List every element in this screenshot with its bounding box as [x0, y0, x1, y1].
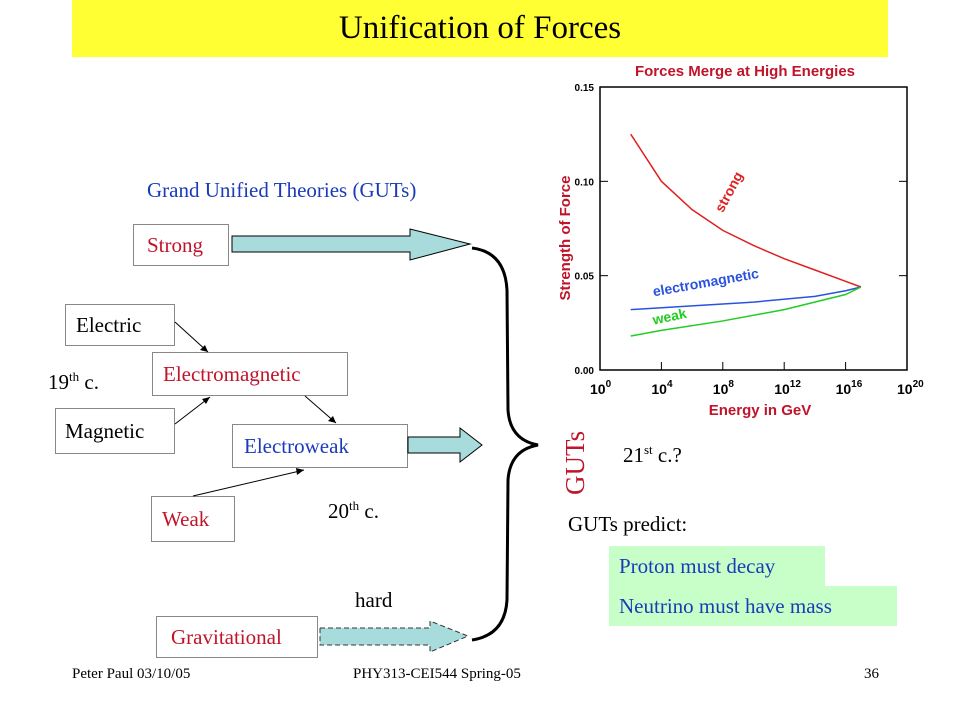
century-21-label: 21st c.?: [623, 442, 682, 467]
electroweak-arrow: [407, 426, 483, 464]
brace: [471, 246, 539, 642]
electric-to-em-line: [174, 321, 209, 353]
x-tick-label: 108: [713, 379, 735, 397]
x-tick-label: 1012: [774, 379, 801, 397]
magnetic-box: Magnetic: [55, 408, 175, 454]
chart-title: Forces Merge at High Energies: [635, 63, 855, 80]
y-tick-label: 0.00: [575, 366, 595, 377]
footer-page: 36: [864, 666, 879, 682]
strong-label: Strong: [147, 232, 204, 257]
weak-to-electroweak-line: [192, 469, 305, 497]
century-19-label: 19th c.: [48, 369, 99, 394]
chart-xlabel: Energy in GeV: [709, 402, 812, 419]
chart-ylabel: Strength of Force: [557, 175, 574, 300]
electromagnetic-label: Electromagnetic: [163, 361, 301, 386]
y-tick-label: 0.10: [575, 177, 595, 188]
electric-box: Electric: [65, 304, 175, 346]
title-bar: Unification of Forces: [72, 0, 888, 57]
series-electromagnetic-line: [630, 286, 862, 311]
series-weak-line: [630, 286, 862, 337]
strong-box: Strong: [133, 224, 229, 266]
series-strong-line: [630, 133, 862, 288]
electroweak-box: Electroweak: [232, 424, 408, 468]
x-tick-label: 104: [651, 379, 673, 397]
century-20-label: 20th c.: [328, 498, 379, 523]
x-tick-label: 100: [590, 379, 612, 397]
page-title: Unification of Forces: [338, 10, 622, 46]
hard-label: hard: [355, 588, 393, 612]
gravitational-box: Gravitational: [156, 616, 318, 658]
y-tick-label: 0.15: [575, 83, 595, 94]
electric-label: Electric: [76, 312, 142, 337]
strong-arrow: [231, 228, 472, 261]
x-tick-label: 1020: [897, 379, 924, 397]
guts-heading: Grand Unified Theories (GUTs): [147, 178, 417, 202]
weak-box: Weak: [151, 496, 235, 542]
prediction-proton: Proton must decay: [609, 546, 825, 586]
chart-frame: [599, 86, 908, 371]
electroweak-label: Electroweak: [244, 433, 349, 458]
electromagnetic-box: Electromagnetic: [152, 352, 348, 396]
prediction-neutrino: Neutrino must have mass: [609, 586, 897, 626]
y-tick-label: 0.05: [575, 272, 595, 283]
gravitational-arrow: [319, 620, 470, 653]
magnetic-label: Magnetic: [65, 418, 145, 443]
weak-label: Weak: [162, 506, 210, 531]
guts-predict-label: GUTs predict:: [568, 512, 688, 536]
x-tick-label: 1016: [836, 379, 863, 397]
footer-course: PHY313-CEI544 Spring-05: [353, 666, 521, 682]
series-weak-label: weak: [650, 305, 688, 328]
footer-author: Peter Paul 03/10/05: [72, 666, 191, 682]
gravitational-label: Gravitational: [171, 624, 282, 649]
